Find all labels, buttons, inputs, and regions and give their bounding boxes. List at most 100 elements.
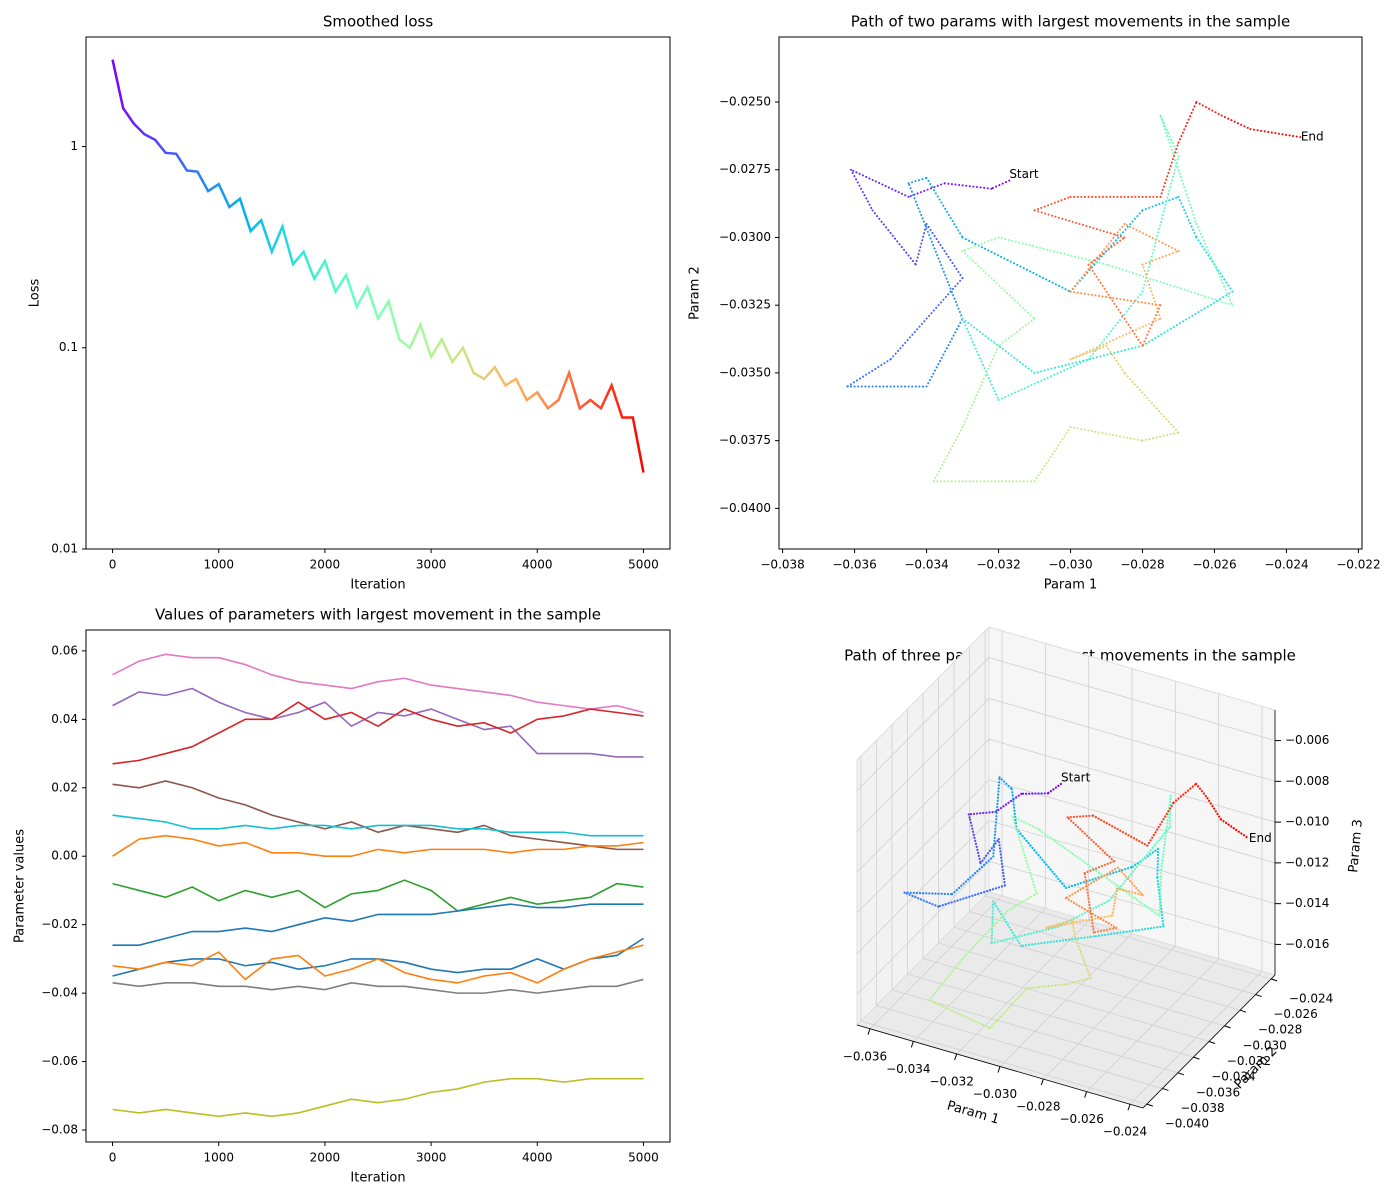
grid-line [969, 911, 1256, 995]
grid-line [988, 820, 1276, 905]
path3d-segment [1066, 814, 1095, 819]
chart-title: Path of two params with largest movement… [851, 13, 1290, 31]
y-tick-label: −0.030 [1242, 1038, 1286, 1052]
path3d-segment [1045, 918, 1074, 929]
x-tick-label: −0.032 [976, 558, 1020, 572]
x-tick [1040, 1078, 1044, 1086]
x-tick [997, 1066, 1001, 1073]
z-axis-label: Param 3 [1346, 819, 1366, 874]
grid-line [988, 738, 1276, 823]
path3d-segment [1146, 801, 1175, 847]
path3d-segment [903, 891, 940, 908]
z-tick-label: −0.012 [1285, 855, 1329, 869]
param-line [112, 937, 644, 977]
x-axis-label: Iteration [350, 578, 405, 593]
path3d-segment [1094, 868, 1161, 918]
grid-line [907, 973, 1194, 1058]
y-axis-label: Param 2 [688, 266, 703, 320]
path3d-segment [1116, 887, 1144, 897]
grid-line [985, 895, 1272, 980]
path-segment [1141, 250, 1180, 266]
path3d-segment [1015, 827, 1068, 889]
x-tick-label: −0.030 [973, 1087, 1017, 1101]
grid-line [922, 958, 1210, 1042]
y-tick-label: −0.0250 [719, 95, 771, 109]
path-segment [1141, 290, 1234, 347]
chart-title: Values of parameters with largest moveme… [155, 606, 601, 624]
path-segment [1141, 195, 1180, 212]
axes-frame [778, 36, 1363, 550]
end-annotation: End [1249, 831, 1272, 845]
path3d-segment [1083, 860, 1116, 875]
path-segment [997, 236, 1108, 266]
path-segment [925, 176, 964, 239]
param-line [112, 1077, 644, 1118]
param-line [112, 903, 644, 947]
path3d-segment [992, 900, 1023, 947]
y-tick-label: 0.01 [51, 542, 78, 556]
y-axis-label: Parameter values [13, 829, 28, 943]
x-tick-label: 5000 [628, 558, 659, 572]
x-tick-label: −0.026 [1059, 1112, 1103, 1126]
x-tick-label: 1000 [203, 558, 234, 572]
grid-line [876, 1005, 1163, 1089]
y-tick [1270, 978, 1278, 982]
x-tick-label: −0.024 [1103, 1125, 1147, 1139]
path-segment [849, 168, 910, 198]
path-segment [961, 317, 1000, 402]
x-tick-label: 0 [109, 558, 117, 572]
path-segment [943, 182, 993, 190]
grid-line [988, 657, 1276, 741]
axes-frame [85, 36, 671, 550]
start-annotation: Start [1061, 770, 1091, 784]
path3d-segment [1206, 797, 1223, 821]
grid-line [891, 989, 1179, 1074]
path-segment [925, 317, 964, 388]
path3d-segment [1219, 818, 1251, 840]
y-tick-label: −0.028 [1258, 1023, 1302, 1037]
y-tick-label: −0.036 [1196, 1085, 1240, 1099]
x-tick-label: −0.028 [1120, 558, 1164, 572]
axis-line [856, 1024, 1144, 1109]
x-axis-label: Iteration [350, 1171, 405, 1186]
path3d-segment [979, 837, 1000, 865]
y-tick [1255, 994, 1262, 998]
y-tick-label: −0.0375 [719, 433, 771, 447]
x-axis-label: Param 1 [1044, 578, 1098, 593]
x-tick-label: −0.028 [1016, 1100, 1060, 1114]
param-line [112, 944, 644, 984]
grid-line [856, 779, 990, 914]
path-segment [1159, 114, 1198, 225]
path-segment [1141, 431, 1180, 442]
path3d-segment [1026, 983, 1068, 990]
path3d-segment [1019, 935, 1095, 947]
path-segment [871, 209, 917, 266]
x-tick-label: 5000 [628, 1151, 659, 1165]
y-tick-label: 0.06 [51, 643, 78, 657]
x-axis-label: Param 1 [945, 1098, 1001, 1127]
z-tick-label: −0.014 [1285, 896, 1329, 910]
path-segment [889, 277, 964, 361]
grid-line [938, 942, 1225, 1027]
path3d-segment [1037, 827, 1097, 872]
path3d-segment [1083, 871, 1095, 934]
axis-line [1142, 974, 1276, 1109]
y-tick-label: −0.02 [41, 917, 78, 931]
y-tick-label: −0.024 [1289, 991, 1333, 1005]
y-tick-label: −0.0325 [719, 298, 771, 312]
x-tick-label: −0.022 [1336, 558, 1380, 572]
path3d-segment [1156, 876, 1165, 928]
path3d-segment [937, 884, 1006, 908]
y-tick-label: 0.04 [51, 712, 78, 726]
grid-line [856, 820, 990, 954]
z-tick-label: −0.010 [1285, 815, 1329, 829]
path3d-segment [1066, 816, 1116, 863]
path-segment [1177, 101, 1198, 144]
path-segment [1141, 304, 1162, 347]
path-segment [1033, 209, 1126, 239]
grid-line [988, 697, 1276, 782]
x-tick-label: 2000 [310, 558, 341, 572]
path-segment [961, 317, 1036, 374]
grid-line [988, 861, 1276, 945]
path3d-segment [967, 813, 972, 821]
